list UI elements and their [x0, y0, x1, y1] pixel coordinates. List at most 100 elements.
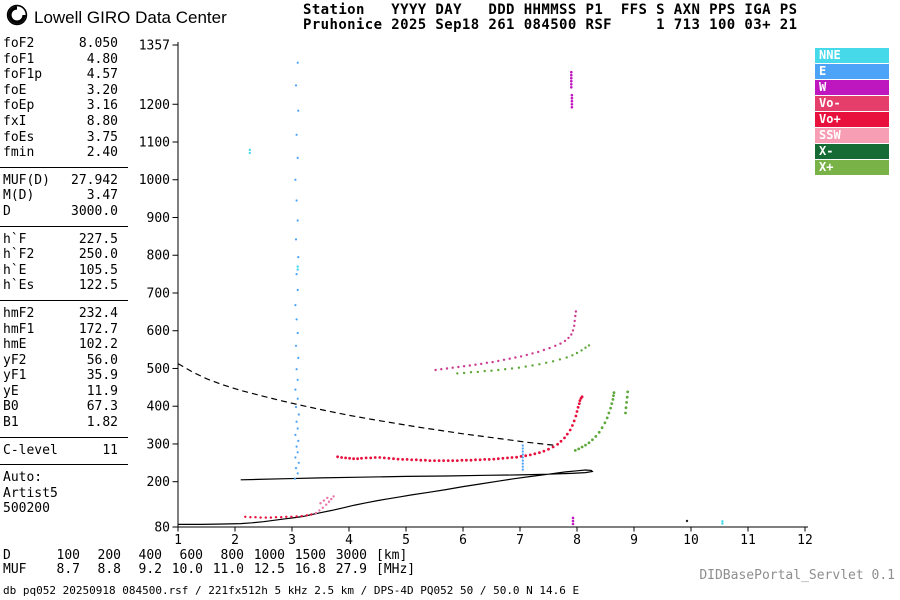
- muf-value: 8.8: [97, 561, 121, 577]
- muf-row-label: MUF: [3, 561, 27, 577]
- param-label: hmE: [3, 337, 27, 353]
- param-label: foF2: [3, 36, 35, 51]
- muf-value: 27.9: [335, 561, 367, 577]
- legend-label: Vo-: [819, 96, 841, 110]
- brand: Lowell GIRO Data Center: [6, 4, 227, 31]
- param-value: 172.7: [78, 321, 118, 337]
- svg-text:2: 2: [231, 533, 239, 548]
- servlet-version-label: DIDBasePortal_Servlet 0.1: [699, 568, 895, 583]
- param-value: 35.9: [86, 368, 118, 384]
- param-value: 3.16: [86, 98, 118, 114]
- legend: NNE E W Vo- Vo+ SSW X- X+: [815, 48, 889, 176]
- param-value: 3.20: [86, 82, 118, 98]
- auto-scaler-name: Artist5: [0, 486, 128, 502]
- muf-value: 10.0: [171, 561, 203, 577]
- distance-muf-table: D 100 200 400 600 800 1000 1500 3000 [km…: [3, 549, 415, 576]
- param-label: hmF1: [3, 321, 35, 337]
- param-row: hmF2 232.4: [0, 306, 128, 322]
- svg-text:900: 900: [147, 211, 170, 226]
- param-row: C-level 11: [0, 443, 128, 459]
- param-row: hmF1 172.7: [0, 322, 128, 338]
- divider: [0, 166, 128, 168]
- param-value: 3.47: [86, 188, 118, 204]
- param-label: C-level: [3, 442, 58, 458]
- param-row: h`F 227.5: [0, 232, 128, 248]
- muf-value: 16.8: [294, 561, 326, 577]
- legend-label: E: [819, 64, 827, 78]
- svg-text:1: 1: [174, 533, 182, 548]
- svg-text:700: 700: [147, 286, 170, 301]
- svg-text:11: 11: [740, 533, 756, 548]
- svg-text:600: 600: [147, 324, 170, 339]
- param-group-frequencies: foF2 8.050 foF1 4.80 foF1p 4.57 foE 3.20 foE…: [0, 36, 128, 161]
- param-label: fxI: [3, 113, 27, 129]
- muf-value: 9.2: [138, 561, 162, 577]
- param-label: foF1p: [3, 67, 43, 83]
- param-row: h`Es 122.5: [0, 278, 128, 294]
- param-label: hmF2: [3, 305, 35, 321]
- param-row: foF1 4.80: [0, 52, 128, 68]
- param-value: 122.5: [78, 278, 118, 294]
- station-header: Station YYYY DAY DDD HHMMSS P1 FFS S AXN…: [303, 3, 797, 33]
- param-row: foE 3.20: [0, 83, 128, 99]
- svg-text:3: 3: [288, 533, 296, 548]
- param-group-virtual-heights: h`F 227.5 h`F2 250.0 h`E 105.5 h`Es 122.5: [0, 232, 128, 294]
- param-row: yF2 56.0: [0, 353, 128, 369]
- svg-text:5: 5: [402, 533, 410, 548]
- d-value: 1000: [253, 548, 285, 563]
- param-row: h`F2 250.0: [0, 247, 128, 263]
- auto-title-label: Auto:: [3, 470, 43, 486]
- param-label: foE: [3, 82, 27, 98]
- param-label: B0: [3, 399, 19, 415]
- param-value: 27.942: [71, 172, 118, 188]
- param-label: h`E: [3, 262, 27, 278]
- legend-label: X+: [819, 160, 834, 174]
- divider: [0, 225, 128, 227]
- legend-label: NNE: [819, 48, 841, 62]
- svg-text:800: 800: [147, 249, 170, 264]
- param-label: foEp: [3, 98, 35, 114]
- muf-value: 11.0: [212, 561, 244, 577]
- param-value: 3.75: [86, 129, 118, 145]
- parameter-panel: foF2 8.050 foF1 4.80 foF1p 4.57 foE 3.20 foE…: [0, 36, 128, 517]
- d-unit: [km]: [376, 548, 408, 563]
- svg-text:400: 400: [147, 400, 170, 415]
- muf-row: MUF 8.7 8.8 9.2 10.0 11.0 12.5 16.8 27.9…: [3, 561, 415, 577]
- svg-text:1000: 1000: [139, 173, 170, 188]
- param-row: fmin 2.40: [0, 145, 128, 161]
- svg-text:10: 10: [683, 533, 699, 548]
- legend-item-ssw: SSW: [815, 128, 889, 143]
- svg-text:9: 9: [630, 533, 638, 548]
- divider: [0, 436, 128, 438]
- param-label: MUF(D): [3, 172, 50, 188]
- param-row: B1 1.82: [0, 415, 128, 431]
- svg-text:500: 500: [147, 362, 170, 377]
- param-group-peak-heights: hmF2 232.4 hmF1 172.7 hmE 102.2 yF2 56.0 yF1…: [0, 306, 128, 431]
- auto-version-label: 500200: [3, 501, 50, 517]
- param-value: 250.0: [78, 247, 118, 263]
- param-label: foEs: [3, 129, 35, 145]
- param-label: h`F: [3, 231, 27, 247]
- d-value: 100: [56, 548, 80, 563]
- param-group-muf: MUF(D) 27.942 M(D) 3.47 D 3000.0: [0, 173, 128, 220]
- d-value: 400: [138, 548, 162, 563]
- station-header-line2: Pruhonice 2025 Sep18 261 084500 RSF 1 71…: [303, 17, 798, 33]
- param-value: 232.4: [78, 305, 118, 321]
- param-label: yF1: [3, 368, 27, 384]
- divider: [0, 299, 128, 301]
- param-row: yE 11.9: [0, 384, 128, 400]
- param-value: 8.050: [78, 36, 118, 51]
- param-row: foEp 3.16: [0, 98, 128, 114]
- auto-scaler-label: Artist5: [3, 485, 58, 501]
- legend-item-nne: NNE: [815, 48, 889, 63]
- legend-item-vo-plus: Vo+: [815, 112, 889, 127]
- legend-item-x-minus: X-: [815, 144, 889, 159]
- param-value: 1.82: [86, 415, 118, 431]
- param-row: D 3000.0: [0, 204, 128, 220]
- legend-label: Vo+: [819, 112, 841, 126]
- svg-text:80: 80: [154, 521, 170, 536]
- param-value: 102.2: [78, 337, 118, 353]
- param-label: h`Es: [3, 278, 35, 294]
- param-value: 105.5: [78, 262, 118, 278]
